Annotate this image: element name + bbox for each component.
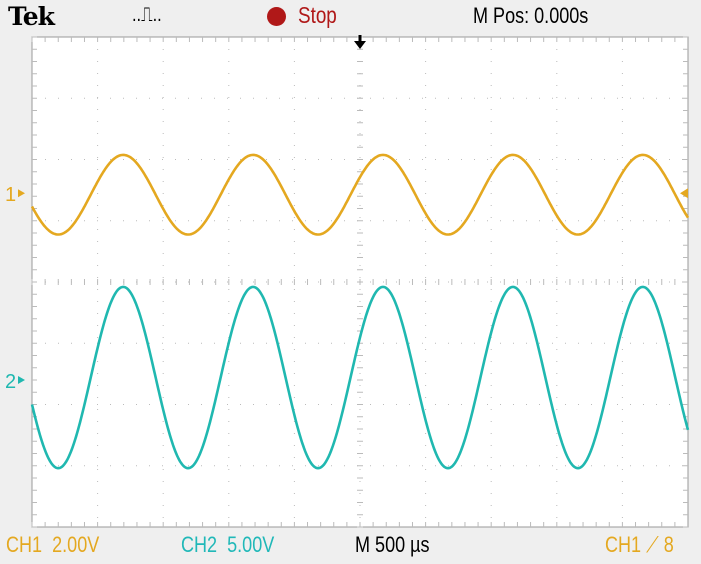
- ch1-ground-arrow-icon: [18, 189, 25, 198]
- brand-logo: Tek: [8, 2, 55, 31]
- horizontal-position: M Pos: 0.000s: [473, 3, 589, 28]
- pulse-icon: ..⎍..: [132, 4, 162, 26]
- ch1-ground-marker: 1: [5, 184, 16, 206]
- trigger-info: CH1 ⟋ 8: [605, 532, 674, 558]
- trigger-position-arrow-icon: [354, 35, 366, 49]
- waveform-ch1: [30, 153, 690, 236]
- timebase: M 500 µs: [355, 532, 430, 557]
- trigger-level: 8: [663, 532, 674, 557]
- trigger-source: CH1: [605, 532, 642, 557]
- run-state: Stop: [298, 2, 337, 28]
- stop-indicator-icon: [267, 7, 286, 26]
- ch2-scale: CH2 5.00V: [181, 532, 274, 558]
- trigger-level-arrow-icon: [680, 188, 688, 199]
- waveform-ch2: [30, 285, 690, 470]
- ch1-scale: CH1 2.00V: [6, 532, 99, 558]
- rising-edge-icon: ⟋: [646, 532, 659, 557]
- ch2-volts-per-div: 5.00V: [227, 532, 275, 557]
- ch1-volts-per-div: 2.00V: [52, 532, 100, 557]
- ch2-label: CH2: [181, 532, 218, 557]
- ch2-ground-marker: 2: [5, 371, 16, 393]
- ch1-label: CH1: [6, 532, 43, 557]
- ch2-ground-arrow-icon: [18, 376, 25, 384]
